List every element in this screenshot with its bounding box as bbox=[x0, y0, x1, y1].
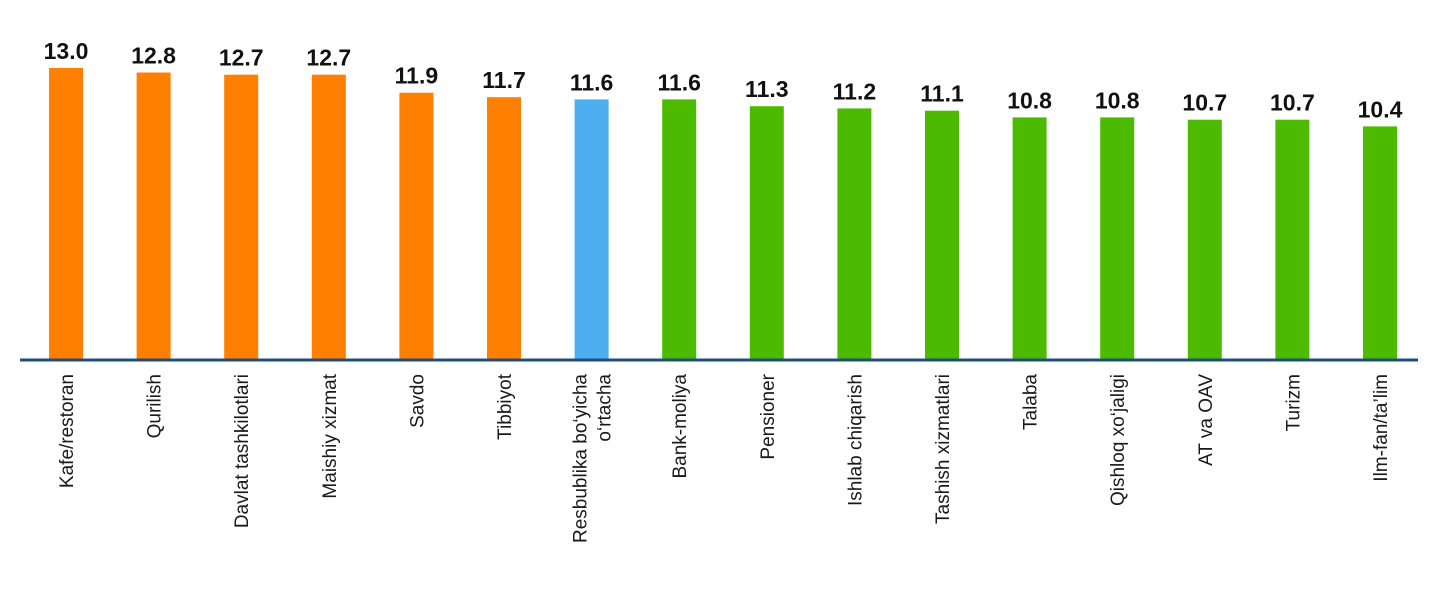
x-tick-label-line: Qurilish bbox=[145, 374, 166, 438]
x-tick-label-line: Tibbiyot bbox=[495, 373, 516, 440]
x-tick-label: AT va OAV bbox=[1196, 374, 1217, 466]
data-label: 13.0 bbox=[44, 38, 89, 64]
bars-layer bbox=[49, 68, 1397, 361]
x-tick-label: Talaba bbox=[1021, 374, 1042, 430]
x-tick-label-line: Qishloq xo‘jaligi bbox=[1108, 374, 1129, 506]
data-label: 11.6 bbox=[657, 69, 701, 95]
x-tick-label-line: Turizm bbox=[1283, 374, 1304, 431]
x-tick-label: Tashish xizmatlari bbox=[933, 374, 954, 524]
category-labels-layer: Kafe/restoran Qurilish Davlat tashkilotlar… bbox=[57, 373, 1392, 543]
bar bbox=[837, 108, 872, 361]
bar bbox=[49, 68, 83, 360]
bar bbox=[1012, 117, 1047, 361]
data-label: 11.6 bbox=[570, 69, 614, 95]
bar bbox=[925, 110, 959, 360]
bar bbox=[662, 99, 697, 361]
bar bbox=[311, 74, 346, 360]
data-label: 10.8 bbox=[1007, 87, 1052, 113]
bar bbox=[1363, 126, 1397, 361]
data-label: 11.2 bbox=[833, 78, 877, 104]
data-label: 12.7 bbox=[306, 45, 351, 71]
x-tick-label-line: Bank-moliya bbox=[670, 374, 691, 479]
data-label: 11.7 bbox=[482, 67, 526, 93]
x-tick-label-line: Maishiy xizmat bbox=[320, 373, 341, 498]
bar bbox=[574, 99, 609, 361]
x-tick-label-line: Davlat tashkilotlari bbox=[232, 374, 253, 528]
x-tick-label-line: Ishlab chiqarish bbox=[845, 374, 866, 506]
x-tick-label: Ishlab chiqarish bbox=[845, 374, 866, 506]
bar bbox=[1100, 117, 1135, 361]
bar bbox=[1187, 119, 1222, 360]
x-tick-label: Bank-moliya bbox=[670, 374, 691, 479]
bar bbox=[136, 72, 171, 360]
data-label: 10.4 bbox=[1358, 96, 1403, 122]
x-tick-label: Tibbiyot bbox=[495, 373, 516, 440]
bar bbox=[1275, 119, 1310, 360]
x-tick-label: Qishloq xo‘jaligi bbox=[1108, 374, 1129, 506]
x-tick-label: Davlat tashkilotlari bbox=[232, 374, 253, 528]
x-tick-label: Turizm bbox=[1283, 374, 1304, 431]
x-tick-label-line: Pensioner bbox=[758, 373, 779, 459]
data-label: 10.7 bbox=[1182, 90, 1227, 116]
x-tick-label: Pensioner bbox=[758, 373, 779, 459]
data-label: 10.8 bbox=[1095, 87, 1140, 113]
bar bbox=[399, 92, 434, 360]
x-tick-label-line: Tashish xizmatlari bbox=[933, 374, 954, 524]
x-tick-label: Maishiy xizmat bbox=[320, 373, 341, 498]
data-label: 11.9 bbox=[395, 63, 439, 89]
x-tick-label: Kafe/restoran bbox=[57, 374, 78, 488]
x-tick-label-line: Talaba bbox=[1021, 374, 1042, 430]
data-label: 12.8 bbox=[131, 43, 176, 69]
bar bbox=[487, 97, 521, 360]
data-label: 12.7 bbox=[219, 45, 264, 71]
x-tick-label: Qurilish bbox=[145, 374, 166, 438]
x-tick-label-line: Ilm-fan/ta’lim bbox=[1371, 374, 1392, 482]
x-tick-label-line: Kafe/restoran bbox=[57, 374, 78, 488]
data-label: 11.3 bbox=[745, 76, 789, 102]
bar bbox=[224, 74, 259, 360]
x-tick-label: Resbublika bo‘yicha o‘rtacha bbox=[571, 374, 616, 543]
x-tick-label-line: Savdo bbox=[407, 374, 428, 428]
bar bbox=[749, 106, 784, 360]
x-tick-label-line: o‘rtacha bbox=[595, 374, 616, 442]
x-tick-label-line: AT va OAV bbox=[1196, 374, 1217, 466]
x-tick-label: Savdo bbox=[407, 374, 428, 428]
x-tick-label: Ilm-fan/ta’lim bbox=[1371, 374, 1392, 482]
x-tick-label-line: Resbublika bo‘yicha bbox=[571, 374, 592, 543]
value-labels-layer: 13.0 12.8 12.7 12.7 11.9 11.7 11.6 11.6 11.3 11.2… bbox=[44, 38, 1403, 122]
data-label: 11.1 bbox=[920, 81, 964, 107]
data-label: 10.7 bbox=[1270, 90, 1315, 116]
